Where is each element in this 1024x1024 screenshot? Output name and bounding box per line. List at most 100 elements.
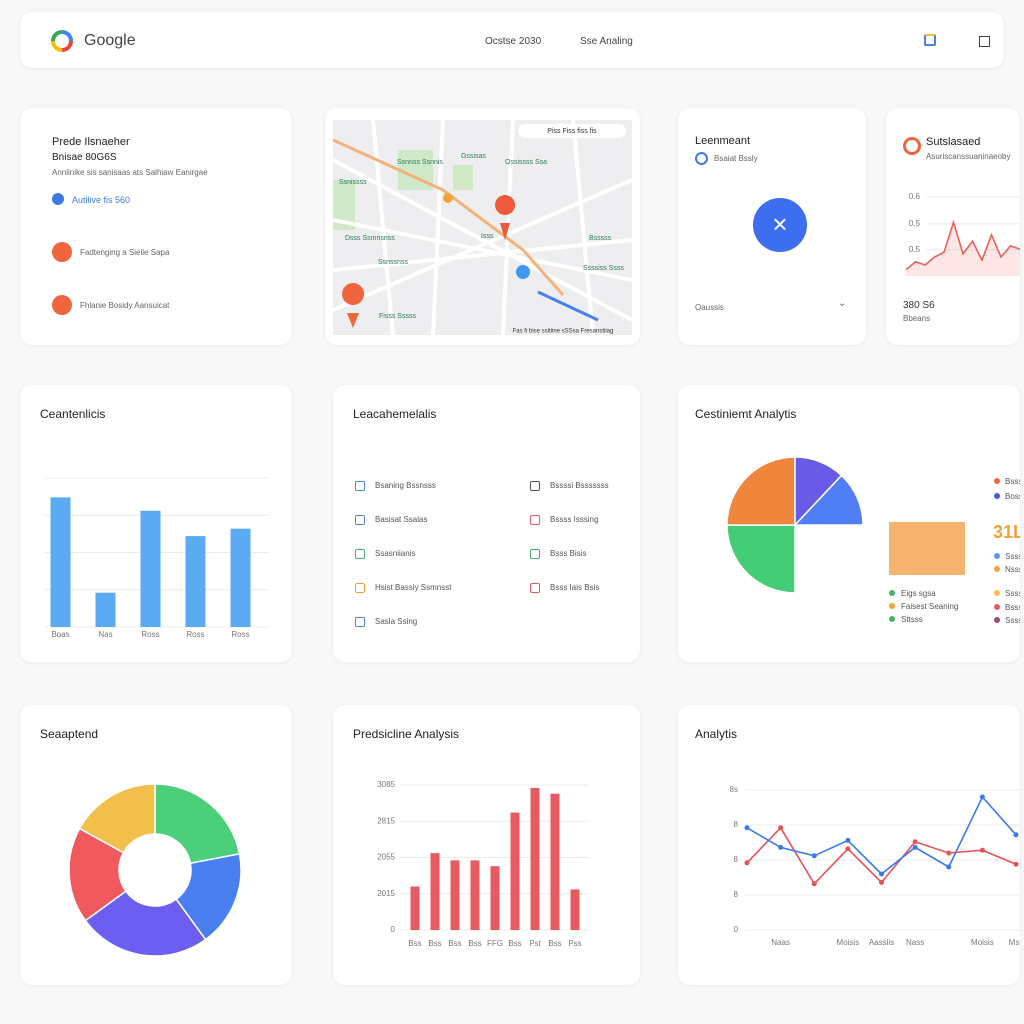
map-card: Ssnnss Ssnnis Gssisas Ossissss Ssa Ssnissss… <box>325 108 640 345</box>
road <box>571 120 595 335</box>
point <box>946 850 952 856</box>
y-tick-label: 8 <box>734 890 739 899</box>
y-tick-label: 8 <box>734 855 739 864</box>
card-title: Ceantenlicis <box>40 407 106 421</box>
x-tick-label: Bss <box>468 939 481 948</box>
pin <box>342 283 365 328</box>
bar <box>530 787 540 930</box>
logo-arc <box>51 30 73 52</box>
map-label: Ssnissss <box>339 179 367 186</box>
expand-icon[interactable]: ⌄ <box>838 298 847 309</box>
map-label: Ssnnss Ssnnis <box>397 159 443 166</box>
card-subtitle: Bnisae 80G6S <box>52 152 117 163</box>
list-icon <box>530 583 540 593</box>
x-tick-label: Moisis <box>837 938 860 947</box>
app-icon[interactable] <box>924 34 936 46</box>
road <box>333 158 632 322</box>
point <box>979 847 985 853</box>
nav-link[interactable]: Sse Analing <box>580 36 633 47</box>
bar <box>510 812 520 930</box>
y-tick-label: 2815 <box>377 816 395 825</box>
predict-card: Predsicline Analysis 0 2015 2055 2815 3085 Bs… <box>333 705 640 985</box>
pin <box>516 265 530 279</box>
predict-chart: 0 2015 2055 2815 3085 Bss Bss Bss Bss FFG Bss Pst Bs… <box>377 780 590 948</box>
legend-text: Nssss <box>1005 565 1020 574</box>
list-text: Sasla Ssing <box>375 617 418 627</box>
status-icon <box>695 152 708 165</box>
list-icon <box>355 617 365 627</box>
big-value: 31L <box>993 522 1020 542</box>
list-item: Sasla Ssing <box>355 617 417 627</box>
point <box>1013 832 1019 838</box>
status-card: Sutslasaed Asuriscanssuaninaeoby 0.6 0.5 0… <box>886 108 1020 345</box>
list-text: Basisat Ssalas <box>375 515 428 525</box>
park <box>333 180 355 230</box>
x-tick-label: Pst <box>529 939 541 948</box>
list-item: Bsaning Bssnsss <box>355 481 436 491</box>
legend-item: Sttsss <box>889 615 923 624</box>
list-item: Hsist Bassiy Ssmnsst <box>355 583 451 593</box>
x-tick-label: Ross <box>141 630 159 639</box>
card-title: Seaaptend <box>40 727 99 741</box>
bar <box>450 860 460 930</box>
card-title: Sutslasaed <box>926 136 981 148</box>
close-button[interactable]: × <box>753 198 807 252</box>
link[interactable]: Autilive fis 560 <box>72 195 131 205</box>
card-footer: Oaussis <box>695 303 724 312</box>
pin <box>495 195 516 240</box>
pie-slice <box>726 456 796 526</box>
bar-chart: Boas Nas Ross Ross Ross <box>45 477 270 639</box>
y-tick-label: 8s <box>730 785 738 794</box>
bar <box>185 536 206 627</box>
y-tick-label: 2015 <box>377 889 395 898</box>
x-tick-label: Bss <box>448 939 461 948</box>
point <box>1013 861 1019 867</box>
road <box>333 178 632 312</box>
menu-icon[interactable] <box>979 36 990 47</box>
legend-dot <box>994 590 1000 596</box>
map-label: Bsssss <box>589 235 612 242</box>
lead-card: Leenmeant Bsaiat Bssly × Oaussis ⌄ <box>678 108 866 345</box>
legend-dot <box>994 566 1000 572</box>
donut-card: Seaaptend <box>20 705 292 985</box>
legend-item: Bsss <box>994 603 1020 612</box>
x-tick-label: Ross <box>231 630 249 639</box>
x-tick-label: Nas <box>98 630 112 639</box>
map-label: Fisss Sssss <box>379 313 416 320</box>
legend-item: Ssss <box>994 616 1020 625</box>
x-tick-label: Ross <box>186 630 204 639</box>
legend-text: Faisest Seaning <box>901 602 959 611</box>
pie-slice <box>84 890 207 957</box>
legend-text: Bsss <box>1005 477 1020 486</box>
x-tick-label: Boas <box>51 630 69 639</box>
point <box>979 794 985 800</box>
point <box>879 871 884 877</box>
card-title: Analytis <box>695 727 738 741</box>
point <box>845 837 851 843</box>
legend-dot <box>889 603 895 609</box>
map-label: Ssssiss Ssss <box>583 265 624 272</box>
nav-link[interactable]: Ocstse 2030 <box>485 36 542 47</box>
pie-slice <box>154 783 241 865</box>
y-tick-label: 3085 <box>377 780 395 789</box>
map-label: Ossissss Ssa <box>505 159 547 166</box>
legend-text: Bsss <box>1005 603 1020 612</box>
x-tick-label: FFG <box>487 939 503 948</box>
profile-card: Prede Ilsnaeher Bnisae 80G6S Annlinike s… <box>20 108 292 345</box>
bar <box>95 592 116 627</box>
point <box>879 879 884 885</box>
list-icon <box>355 515 365 525</box>
card-title: Cestiniemt Analytis <box>695 407 797 421</box>
map-label: Gssisas <box>461 153 486 160</box>
y-tick-label: 0.6 <box>909 192 921 201</box>
y-tick-label: 0.5 <box>909 245 921 254</box>
logo-text: Google <box>84 32 136 49</box>
y-tick-label: 0.5 <box>909 219 921 228</box>
legend-text: Eigs sgsa <box>901 589 936 598</box>
y-tick-label: 8 <box>734 820 739 829</box>
legend-dot <box>994 604 1000 610</box>
area <box>906 222 1020 276</box>
x-tick-label: Mss <box>1009 938 1020 947</box>
pie-slice <box>793 474 864 526</box>
